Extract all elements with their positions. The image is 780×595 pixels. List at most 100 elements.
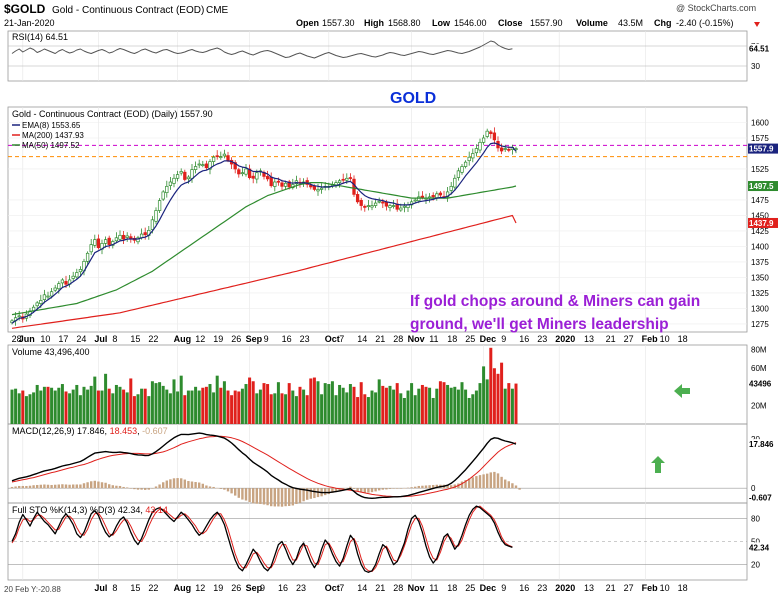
volume-bar [345, 392, 349, 424]
macd-histogram-bar [237, 488, 240, 498]
x-axis-label-top: 28 [393, 334, 403, 344]
volume-bar [100, 390, 104, 424]
macd-histogram-bar [111, 485, 114, 489]
volume-bar [510, 388, 514, 424]
x-axis-label-top: 12 [195, 334, 205, 344]
x-axis-label-bottom: 23 [537, 583, 547, 593]
low-value: 1546.00 [454, 18, 487, 28]
candle-down [384, 201, 389, 207]
x-axis-label-top: 27 [624, 334, 634, 344]
candle-up [370, 205, 374, 208]
macd-histogram-bar [21, 485, 24, 489]
candle-up [125, 235, 129, 238]
macd-histogram-bar [32, 485, 35, 489]
candle-down [507, 148, 511, 151]
candle-up [49, 291, 54, 297]
volume-bar [165, 389, 169, 424]
macd-histogram-bar [25, 485, 28, 489]
candle-down [359, 199, 363, 206]
candle-up [219, 156, 223, 158]
macd-histogram-bar [226, 488, 230, 492]
candle-down [269, 177, 273, 187]
candle-down [309, 184, 313, 188]
macd-histogram-bar [399, 488, 402, 489]
price-value-tag-1: 1497.5 [749, 182, 774, 191]
macd-histogram-bar [86, 482, 89, 489]
candle-up [201, 164, 205, 166]
volume-bar [147, 396, 151, 424]
x-axis-label-bottom: Feb [642, 583, 659, 593]
volume-bar [179, 375, 183, 424]
rsi-value-tag-bg [748, 43, 778, 54]
ma200-line [11, 214, 517, 329]
macd-histogram-bar [154, 486, 158, 489]
macd-histogram-bar [158, 484, 161, 489]
candle-up [154, 210, 158, 222]
x-axis-label-top: 10 [40, 334, 50, 344]
macd-histogram-bar [306, 488, 309, 500]
candle-up [316, 189, 320, 192]
candle-down [251, 175, 255, 179]
macd-histogram-bar [198, 482, 201, 489]
macd-histogram-bar [183, 479, 186, 489]
volume-bar [442, 382, 446, 424]
volume-bar [262, 383, 266, 424]
macd-histogram-bar [363, 488, 366, 493]
candle-up [175, 174, 180, 179]
macd-histogram-bar [435, 484, 438, 489]
candle-up [319, 187, 324, 190]
macd-histogram-bar [14, 486, 17, 489]
candle-down [183, 171, 187, 180]
x-axis-label-top: Feb [642, 334, 659, 344]
volume-bar [68, 393, 72, 424]
volume-bar [464, 389, 468, 424]
candle-up [345, 177, 349, 181]
price-tick: 1525 [751, 165, 769, 174]
x-axis-label-top: 9 [264, 334, 269, 344]
volume-bar [402, 397, 406, 424]
macd-histogram-bar [172, 478, 176, 489]
macd-histogram-bar [280, 488, 284, 507]
volume-bar [35, 384, 39, 424]
volume-bar [86, 389, 90, 424]
macd-histogram-bar [129, 488, 132, 489]
price-panel-frame [7, 106, 748, 333]
volume-tick: 80M [751, 346, 767, 355]
macd-histogram-bar [136, 488, 140, 490]
volume-bar [485, 379, 489, 424]
macd-histogram-bar [460, 481, 464, 489]
macd-histogram-bar [396, 488, 399, 489]
x-axis-label-top: Jun [19, 334, 35, 344]
x-axis-label-top: 18 [678, 334, 688, 344]
macd-histogram-bar [115, 485, 118, 489]
x-axis-label-bottom: 13 [584, 583, 594, 593]
macd-histogram-bar [500, 476, 503, 489]
candle-down [233, 162, 237, 170]
x-axis-label-bottom: Sep [246, 583, 263, 593]
high-value: 1568.80 [388, 18, 421, 28]
macd-line [11, 432, 517, 499]
macd-histogram-bar [284, 488, 287, 507]
x-axis-label-bottom: 10 [660, 583, 670, 593]
macd-histogram-bar [266, 488, 269, 506]
candle-down [287, 181, 291, 188]
volume-bar [168, 393, 172, 424]
macd-value-tag-bg [748, 439, 778, 450]
candle-down [276, 180, 281, 183]
macd-histogram-bar [374, 488, 377, 492]
x-axis-label-top: Nov [408, 334, 425, 344]
candle-up [168, 181, 173, 186]
candle-up [157, 200, 162, 211]
macd-histogram-bar [309, 488, 312, 499]
macd-histogram-bar [133, 488, 136, 490]
candle-down [64, 281, 68, 285]
candle-up [103, 239, 108, 244]
volume-bar [381, 385, 385, 424]
volume-bar [14, 388, 18, 424]
candle-down [265, 176, 270, 180]
volume-label: Volume [576, 18, 608, 28]
volume-bar [154, 383, 158, 424]
macd-histogram-bar [295, 488, 298, 504]
candle-up [71, 275, 75, 279]
stochastic-tick: 80 [751, 514, 760, 523]
